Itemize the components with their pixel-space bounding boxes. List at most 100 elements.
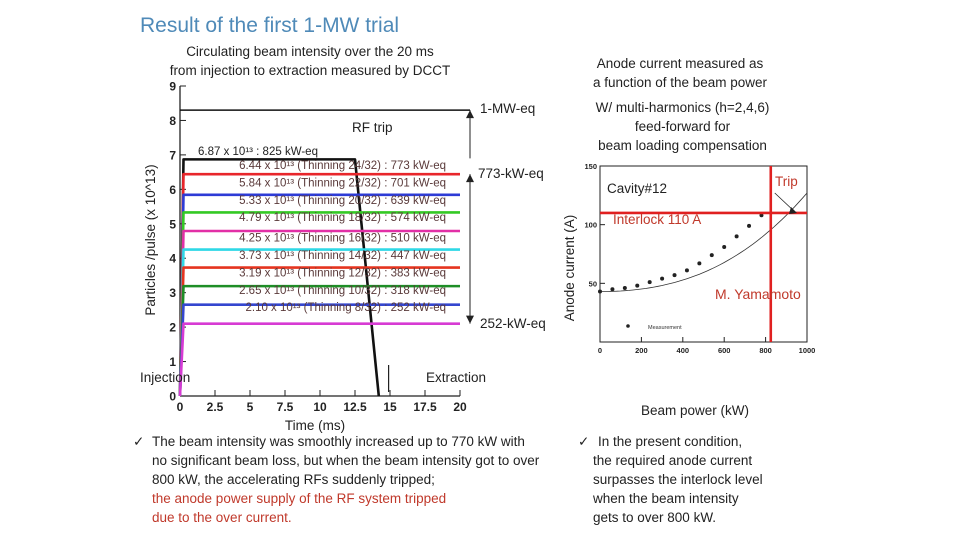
trip-arrow-head: [789, 207, 797, 214]
x-tick-label: 400: [677, 346, 690, 355]
intensity-chart: 0 1 2 3 4 5 6 7 8 9 0 2.5 5 7.5 10 12.5 15 17.5 20 Time (ms…: [140, 80, 546, 434]
series-label-top: 6.87 x 10¹³ : 825 kW-eq: [198, 146, 318, 158]
x-tick-label: 0: [598, 346, 602, 355]
harmonics-note-line: feed-forward for: [634, 119, 731, 134]
x-tick-label: 200: [635, 346, 648, 355]
series-label: 3.73 x 10¹³ (Thinning 14/32) : 447 kW-eq: [239, 250, 446, 262]
y-tick-label: 2: [169, 321, 176, 335]
left-caption: Circulating beam intensity over the 20 m…: [145, 42, 475, 80]
measurement-point: [697, 261, 702, 266]
cavity-label: Cavity#12: [607, 181, 667, 196]
left-caption-line: from injection to extraction measured by…: [169, 63, 451, 78]
y-tick-label: 4: [169, 252, 176, 266]
measurement-point: [747, 223, 752, 228]
measurement-point: [622, 286, 627, 291]
harmonics-note-line: beam loading compensation: [598, 138, 767, 153]
page-title: Result of the first 1-MW trial: [140, 14, 400, 37]
x-tick-label: 2.5: [207, 400, 224, 414]
y-tick-label: 3: [169, 286, 176, 300]
credit-label: M. Yamamoto: [715, 286, 801, 302]
y-tick-label: 50: [589, 279, 597, 288]
fit-curve: [600, 192, 808, 292]
bullet-right-line: surpasses the interlock level: [593, 472, 763, 487]
y-tick-label: 100: [584, 221, 597, 230]
measurement-point: [684, 268, 689, 273]
x-tick-label: 800: [759, 346, 772, 355]
bullet-left-line: The beam intensity was smoothly increase…: [152, 434, 525, 449]
measurement-point: [759, 213, 764, 218]
x-tick-label: 5: [247, 400, 254, 414]
x-tick-label: 1000: [799, 346, 816, 355]
bullet-right-line: the required anode current: [593, 453, 753, 468]
range-arrow-head: [466, 315, 474, 324]
range-arrow-head: [466, 174, 474, 183]
bullet-right-line: gets to over 800 kW.: [593, 510, 717, 525]
legend-label: Measurement: [648, 325, 682, 331]
measurement-point: [734, 234, 739, 239]
bullet-right-line: when the beam intensity: [593, 491, 739, 506]
measurement-point: [722, 244, 727, 249]
y-axis-title: Particles /pulse (x 10^13): [143, 164, 158, 315]
bullet-left-line: no significant beam loss, but when the b…: [152, 453, 540, 468]
y-tick-label: 0: [169, 390, 176, 404]
measurement-point: [672, 273, 677, 278]
measurement-point: [635, 283, 640, 288]
y-tick-label: 7: [169, 148, 176, 162]
series-line: [178, 322, 460, 397]
bullet-left-line-red: the anode power supply of the RF system …: [152, 491, 447, 506]
bullet-right: ✓ In the present condition, the required …: [578, 432, 763, 527]
y-tick-label: 5: [169, 217, 176, 231]
y-axis-title: Anode current (A): [562, 215, 577, 322]
mw-arrow-head: [466, 110, 474, 119]
trip-label: Trip: [775, 174, 798, 189]
x-tick-label: 10: [313, 400, 327, 414]
legend-marker: [626, 324, 630, 328]
measurement-point: [598, 289, 602, 294]
harmonics-note: W/ multi-harmonics (h=2,4,6) feed-forwar…: [575, 98, 790, 155]
extraction-label: Extraction: [426, 370, 486, 385]
anode-chart: 50 100 150 0 200 400 600 800 1000 Beam power (kW)…: [562, 162, 816, 418]
injection-label: Injection: [140, 370, 190, 385]
x-axis-title: Time (ms): [285, 418, 345, 433]
kw773-label: 773-kW-eq: [478, 166, 544, 181]
series-label: 2.10 x 10¹³ (Thinning 8/32) : 252 kW-eq: [245, 302, 446, 314]
y-tick-label: 9: [169, 80, 176, 94]
series-line: [178, 303, 460, 397]
y-tick-label: 8: [169, 114, 176, 128]
kw252-label: 252-kW-eq: [480, 316, 546, 331]
bullet-left-line: 800 kW, the accelerating RFs suddenly tr…: [152, 472, 435, 487]
measurement-point: [647, 280, 652, 285]
bullet-left-line-red: due to the over current.: [152, 510, 292, 525]
measurement-point: [660, 276, 665, 281]
x-tick-label: 15: [383, 400, 397, 414]
bullet-left: ✓ The beam intensity was smoothly increas…: [133, 432, 539, 527]
series-label: 5.33 x 10¹³ (Thinning 20/32) : 639 kW-eq: [239, 195, 446, 207]
y-tick-label: 1: [169, 355, 176, 369]
check-icon: ✓: [133, 434, 145, 449]
x-tick-label: 12.5: [343, 400, 367, 414]
series-label: 4.25 x 10¹³ (Thinning 16/32) : 510 kW-eq: [239, 233, 446, 245]
x-tick-label: 20: [453, 400, 467, 414]
x-axis-title: Beam power (kW): [641, 403, 749, 418]
plot-frame: [599, 165, 808, 343]
one-mw-label: 1-MW-eq: [480, 101, 535, 116]
series-label: 3.19 x 10¹³ (Thinning 12/32) : 383 kW-eq: [239, 267, 446, 279]
series-label: 5.84 x 10¹³ (Thinning 22/32) : 701 kW-eq: [239, 177, 446, 189]
x-tick-label: 17.5: [413, 400, 437, 414]
right-caption: Anode current measured as a function of …: [575, 54, 785, 92]
bullet-right-line: In the present condition,: [598, 434, 743, 449]
interlock-label: Interlock 110 A: [613, 212, 701, 227]
series-label: 4.79 x 10¹³ (Thinning 18/32) : 574 kW-eq: [239, 212, 446, 224]
x-tick-label: 0: [177, 400, 184, 414]
rf-trip-label: RF trip: [352, 120, 393, 135]
y-tick-label: 150: [584, 162, 597, 171]
x-tick-label: 600: [718, 346, 731, 355]
measurement-point: [610, 287, 615, 292]
measurement-point: [709, 253, 714, 258]
x-tick-label: 7.5: [277, 400, 294, 414]
right-caption-line: a function of the beam power: [592, 75, 768, 90]
y-tick-label: 6: [169, 183, 176, 197]
harmonics-note-line: W/ multi-harmonics (h=2,4,6): [595, 100, 770, 115]
check-icon: ✓: [578, 434, 590, 449]
series-label: 2.65 x 10¹³ (Thinning 10/32) : 318 kW-eq: [239, 285, 446, 297]
